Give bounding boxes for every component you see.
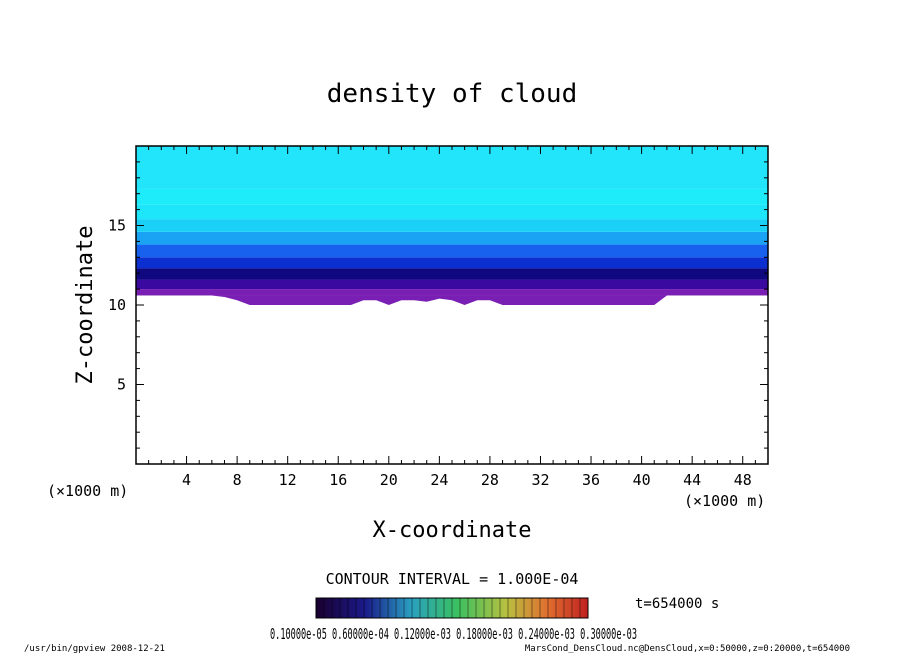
density-band	[136, 268, 768, 280]
x-tick-label: 36	[582, 471, 600, 489]
x-tick-label: 40	[633, 471, 651, 489]
density-band	[136, 289, 768, 296]
density-band	[136, 279, 768, 290]
x-tick-label: 24	[430, 471, 448, 489]
x-tick-label: 32	[531, 471, 549, 489]
x-tick-label: 8	[233, 471, 242, 489]
y-unit-label: (×1000 m)	[47, 482, 128, 500]
density-band	[136, 231, 768, 245]
x-unit-label: (×1000 m)	[684, 492, 765, 510]
x-tick-label: 4	[182, 471, 191, 489]
colorbar-labels: 0.10000e-05 0.60000e-04 0.12000e-03 0.18…	[270, 625, 637, 643]
x-tick-label: 48	[734, 471, 752, 489]
footer-left: /usr/bin/gpview 2008-12-21	[24, 644, 165, 654]
y-axis-label: Z-coordinate	[73, 226, 98, 385]
x-tick-label: 20	[380, 471, 398, 489]
x-tick-label: 16	[329, 471, 347, 489]
chart-title: density of cloud	[327, 79, 577, 109]
density-band	[136, 257, 768, 269]
footer-right: MarsCond_DensCloud.nc@DensCloud,x=0:5000…	[525, 644, 850, 654]
density-band	[136, 146, 768, 189]
cloud-base	[136, 295, 768, 305]
density-band	[136, 204, 768, 220]
density-band	[136, 188, 768, 205]
y-tick-label: 10	[108, 296, 126, 314]
density-band	[136, 219, 768, 232]
x-tick-label: 44	[683, 471, 701, 489]
plot-frame	[135, 145, 769, 465]
x-tick-label: 12	[279, 471, 297, 489]
contour-interval: CONTOUR INTERVAL = 1.000E-04	[326, 570, 579, 588]
colorbar-lines	[323, 598, 581, 618]
y-tick-labels: 5 10 15	[108, 217, 126, 394]
time-label: t=654000 s	[635, 596, 719, 612]
density-band	[136, 244, 768, 258]
plot-fill	[136, 146, 768, 305]
x-tick-label: 28	[481, 471, 499, 489]
colorbar	[315, 597, 589, 619]
y-tick-label: 15	[108, 217, 126, 235]
x-axis-label: X-coordinate	[373, 518, 532, 543]
x-tick-labels: 4 8 12 16 20 24 28 32 36 40 44 48	[182, 471, 752, 489]
y-tick-label: 5	[117, 376, 126, 394]
